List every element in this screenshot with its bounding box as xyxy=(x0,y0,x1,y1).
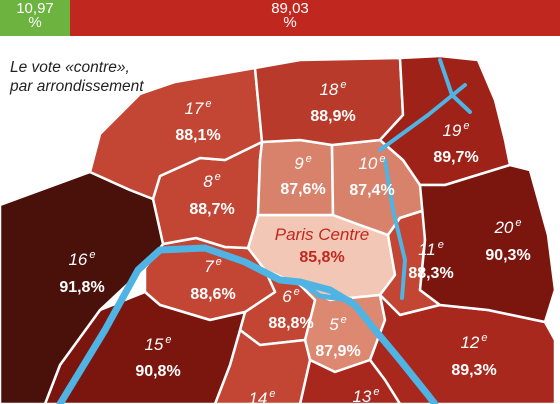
seine-island-channel xyxy=(297,279,368,321)
district-15-value: 90,8% xyxy=(135,363,180,380)
district-7-value: 88,6% xyxy=(190,286,235,303)
district-6-value: 88,8% xyxy=(268,315,313,332)
canal-branch xyxy=(378,83,467,152)
bar-left-value: 10,97 xyxy=(16,0,54,17)
district-9-value: 87,6% xyxy=(280,181,325,198)
district-17-value: 88,1% xyxy=(175,127,220,144)
district-paris-centre-name: Paris Centre xyxy=(275,225,369,244)
district-20-value: 90,3% xyxy=(485,247,530,264)
district-17 xyxy=(88,66,264,201)
result-bar-contre-major xyxy=(70,0,560,36)
bar-right-unit: % xyxy=(283,14,297,31)
seine-river xyxy=(56,244,439,404)
bar-right-value: 89,03 xyxy=(271,0,309,17)
district-16 xyxy=(0,170,165,404)
district-paris-centre-value: 85,8% xyxy=(299,249,344,266)
district-16-value: 91,8% xyxy=(59,279,104,296)
bar-left-unit: % xyxy=(28,14,42,31)
caption-line-1: Le vote «contre», xyxy=(10,59,130,76)
district-10-value: 87,4% xyxy=(349,182,394,199)
district-20 xyxy=(418,163,557,324)
bar-left-label: 10,97 % xyxy=(0,0,70,31)
district-11-value: 88,3% xyxy=(408,265,453,282)
district-12-value: 89,3% xyxy=(451,362,496,379)
district-13 xyxy=(298,358,402,404)
district-18-value: 88,9% xyxy=(310,108,355,125)
district-8-value: 88,7% xyxy=(189,201,234,218)
map-caption: Le vote «contre», par arrondissement xyxy=(10,58,144,96)
districts-layer xyxy=(0,54,557,404)
result-bar-contre-minor xyxy=(0,0,70,36)
canal-saint-martin xyxy=(383,158,407,300)
district-19-value: 89,7% xyxy=(433,149,478,166)
bar-right-label: 89,03 % xyxy=(230,0,350,31)
district-5-value: 87,9% xyxy=(315,343,360,360)
district-9 xyxy=(256,138,335,217)
caption-line-2: par arrondissement xyxy=(10,78,144,95)
river-layer xyxy=(56,58,472,404)
district-18 xyxy=(253,56,405,147)
